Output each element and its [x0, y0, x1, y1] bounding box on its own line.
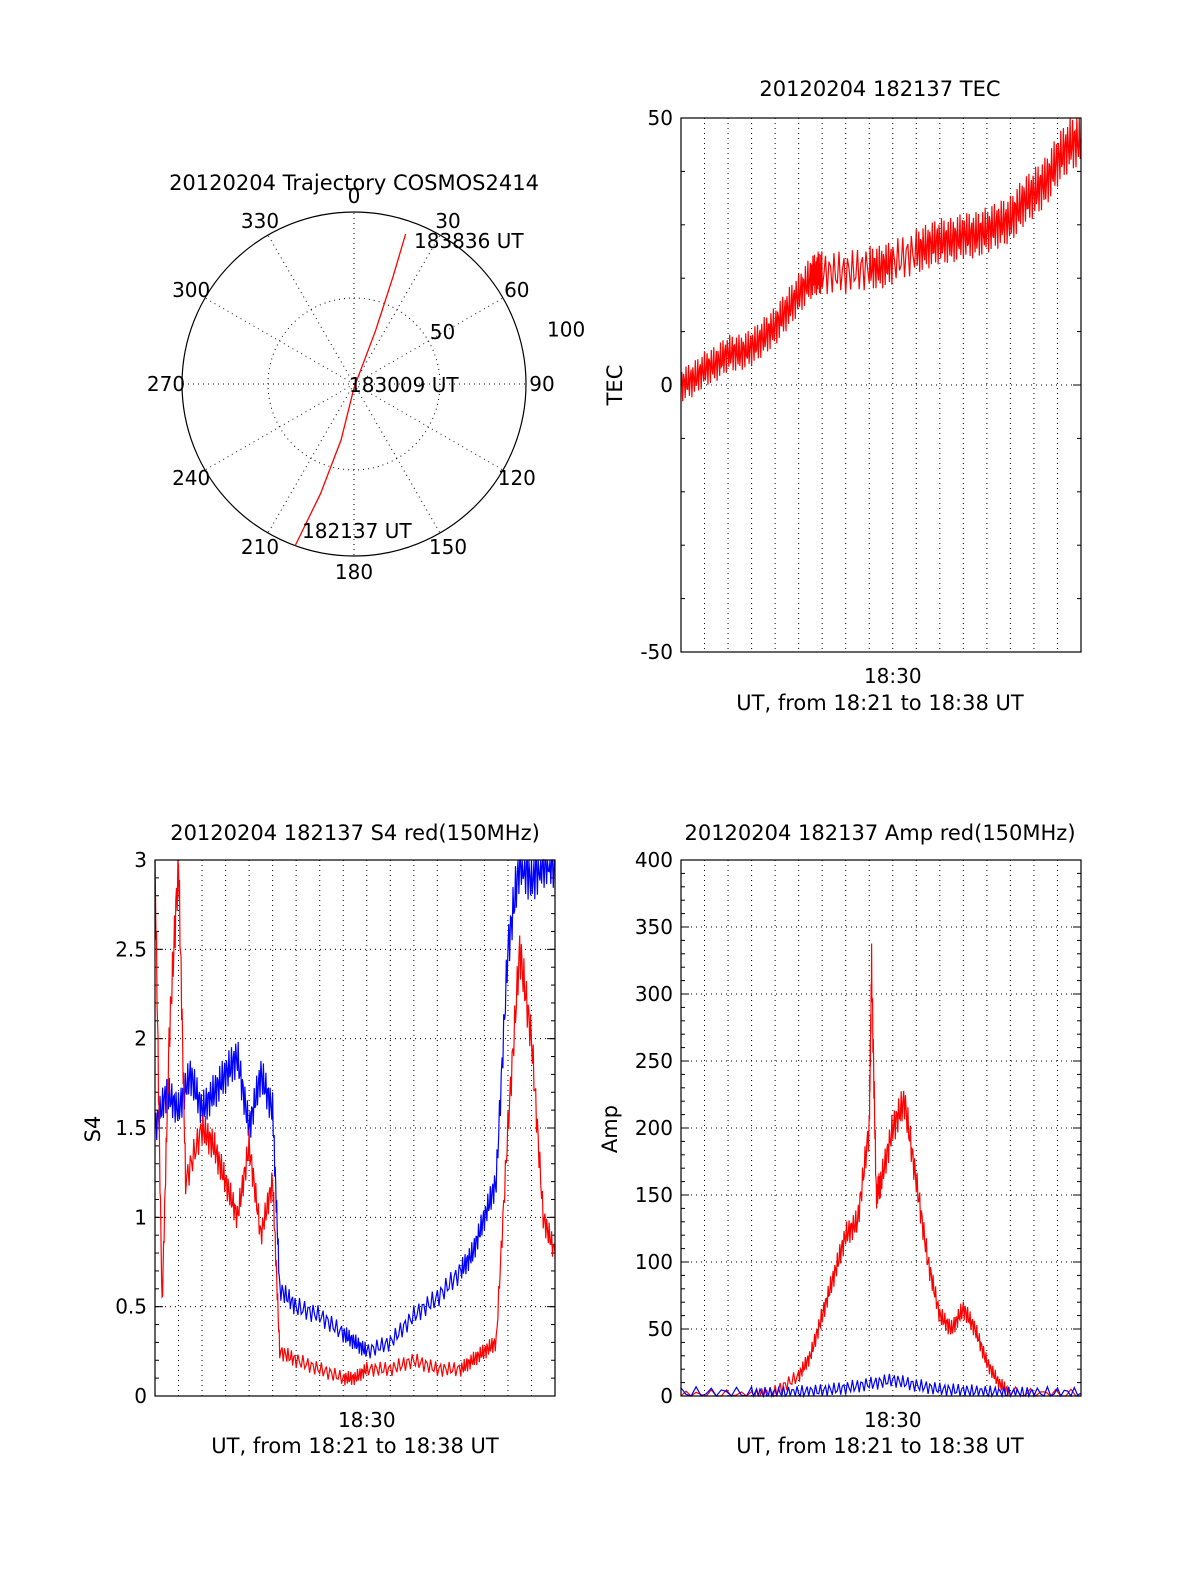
polar-grid [181, 211, 527, 557]
y-tick-label: 150 [635, 1183, 673, 1207]
polar-spoke [353, 383, 441, 534]
polar-spoke [204, 383, 355, 471]
polar-series [294, 233, 407, 546]
polar-trajectory-panel: 20120204 Trajectory COSMOS2414 0 30 60 90 12… [147, 171, 585, 584]
y-tick-label: 1.5 [115, 1116, 147, 1140]
annotation-start-time: 182137 UT [302, 519, 412, 543]
polar-azimuth-label: 210 [241, 535, 279, 559]
y-tick-label: 400 [635, 848, 673, 872]
y-tick-label: 2.5 [115, 937, 147, 961]
polar-azimuth-label: 330 [241, 209, 279, 233]
polar-azimuth-label: 60 [504, 278, 529, 302]
polar-outer-circle [181, 211, 527, 557]
series-line [680, 943, 1081, 1399]
annotation-mid-time: 183009 UT [349, 373, 459, 397]
y-tick-label: 0 [134, 1384, 147, 1408]
y-tick-label: 350 [635, 915, 673, 939]
tec-plot-area: -50 0 50 18:30 [640, 106, 1082, 688]
s4-ylabel: S4 [81, 1116, 105, 1143]
y-tick-label: 100 [635, 1250, 673, 1274]
polar-spoke [353, 383, 504, 471]
s4-plot-area: 0 0.5 1 1.5 2 2.5 3 18:30 [115, 848, 556, 1432]
plot-frame [680, 117, 1082, 653]
amp-panel: 20120204 182137 Amp red(150MHz) 0 50 100 15… [598, 821, 1082, 1458]
y-tick-label: 300 [635, 982, 673, 1006]
s4-title: 20120204 182137 S4 red(150MHz) [170, 821, 540, 845]
y-tick-label: 0 [660, 1384, 673, 1408]
y-tick-label: 250 [635, 1049, 673, 1073]
series-line [680, 1373, 1082, 1399]
y-tick-label: 200 [635, 1116, 673, 1140]
x-tick-label: 18:30 [864, 1408, 922, 1432]
y-tick-label: 0.5 [115, 1295, 147, 1319]
annotation-end-time: 183836 UT [414, 229, 524, 253]
polar-azimuth-label: 180 [335, 560, 373, 584]
y-tick-label: 50 [648, 1317, 673, 1341]
series-line [154, 859, 556, 1386]
tec-panel: 20120204 182137 TEC -50 0 50 18:30 UT, from… [603, 77, 1082, 715]
x-tick-label: 18:30 [864, 664, 922, 688]
polar-spoke [353, 234, 441, 385]
plot-frame [154, 859, 556, 1397]
polar-azimuth-label: 270 [147, 372, 185, 396]
tec-title: 20120204 182137 TEC [759, 77, 1000, 101]
y-tick-label: 2 [134, 1027, 147, 1051]
polar-spoke [353, 297, 504, 385]
polar-spoke [267, 234, 355, 385]
amp-title: 20120204 182137 Amp red(150MHz) [684, 821, 1075, 845]
polar-azimuth-label: 120 [498, 466, 536, 490]
polar-azimuth-label: 150 [429, 535, 467, 559]
polar-spoke [267, 383, 355, 534]
polar-azimuth-label: 90 [529, 372, 554, 396]
polar-azimuth-labels: 0 30 60 90 120 150 180 210 240 270 300 330 [147, 184, 555, 584]
polar-azimuth-label: 0 [348, 184, 361, 208]
y-tick-label: 3 [134, 848, 147, 872]
polar-azimuth-label: 30 [435, 209, 460, 233]
polar-azimuth-label: 240 [172, 466, 210, 490]
y-tick-label: 50 [648, 106, 673, 130]
amp-xlabel: UT, from 18:21 to 18:38 UT [736, 1434, 1024, 1458]
series-line [154, 858, 555, 1359]
s4-xlabel: UT, from 18:21 to 18:38 UT [211, 1434, 499, 1458]
series-line [680, 117, 1082, 402]
amp-plot-area: 0 50 100 150 200 250 300 350 400 18:30 [635, 848, 1082, 1432]
polar-azimuth-label: 300 [172, 278, 210, 302]
plot-frame [680, 859, 1082, 1397]
y-tick-label: 0 [660, 373, 673, 397]
polar-radial-labels: 50 100 [430, 317, 585, 344]
polar-radial-label: 100 [547, 317, 585, 341]
polar-spoke [204, 297, 355, 385]
y-tick-label: 1 [134, 1205, 147, 1229]
tec-ylabel: TEC [603, 365, 627, 407]
tec-xlabel: UT, from 18:21 to 18:38 UT [736, 691, 1024, 715]
amp-ylabel: Amp [598, 1105, 622, 1153]
polar-title: 20120204 Trajectory COSMOS2414 [169, 171, 539, 195]
x-tick-label: 18:30 [338, 1408, 396, 1432]
y-tick-label: -50 [640, 640, 673, 664]
polar-radial-label: 50 [430, 320, 455, 344]
trajectory-line [294, 233, 407, 546]
s4-panel: 20120204 182137 S4 red(150MHz) 0 0.5 1 1.5 2… [81, 821, 556, 1458]
